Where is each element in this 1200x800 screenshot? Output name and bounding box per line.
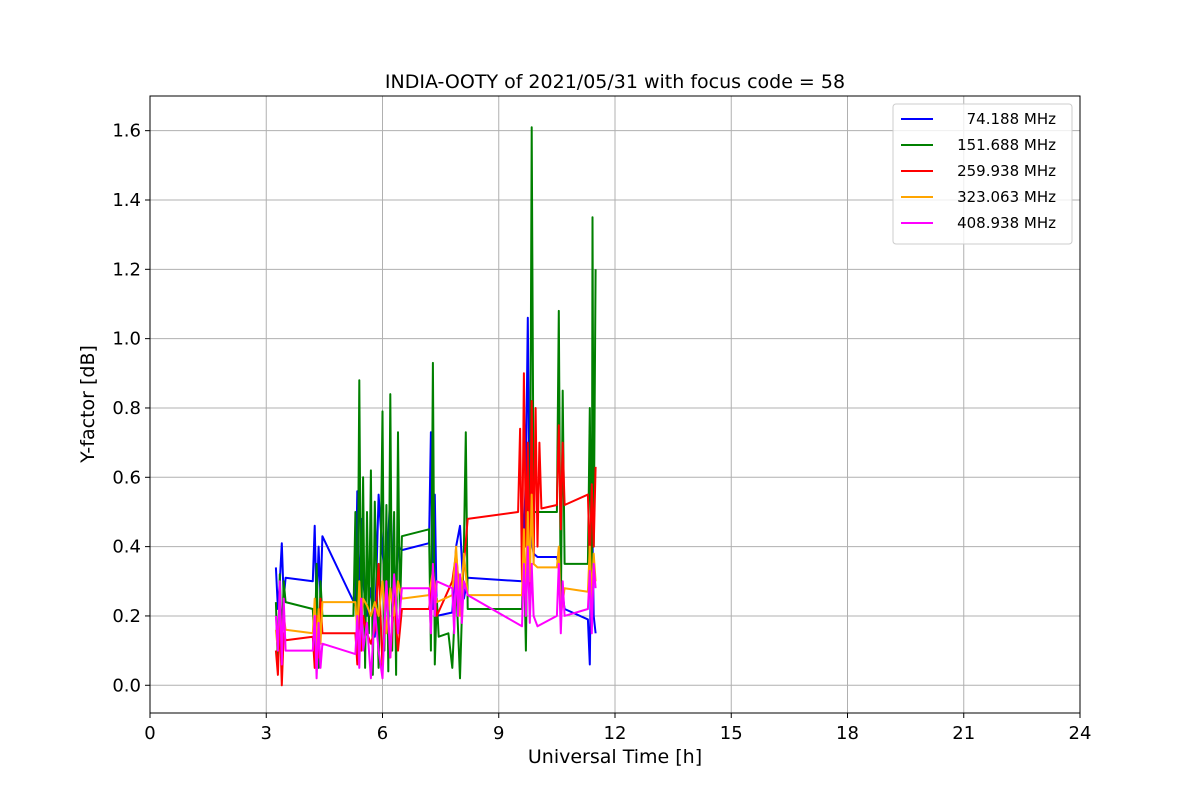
series-layer bbox=[274, 126, 597, 687]
x-tick-label: 9 bbox=[493, 723, 504, 744]
x-tick-label: 6 bbox=[377, 723, 388, 744]
x-axis-label: Universal Time [h] bbox=[528, 746, 702, 768]
legend-box bbox=[892, 103, 1073, 245]
legend-label: 323.063 MHz bbox=[957, 188, 1056, 206]
x-tick-label: 24 bbox=[1069, 723, 1092, 744]
x-tick-label: 15 bbox=[720, 723, 743, 744]
x-tick-label: 3 bbox=[261, 723, 272, 744]
x-tick-label: 21 bbox=[952, 723, 975, 744]
y-tick-label: 1.2 bbox=[112, 259, 141, 280]
legend-label: 151.688 MHz bbox=[957, 136, 1056, 154]
y-tick-label: 0.2 bbox=[112, 606, 141, 627]
y-tick-label: 1.6 bbox=[112, 121, 141, 142]
legend: 74.188 MHz 151.688 MHz 259.938 MHz 323.063 … bbox=[892, 103, 1073, 245]
x-tick-label: 18 bbox=[836, 723, 859, 744]
y-tick-label: 0.6 bbox=[112, 467, 141, 488]
y-tick-label: 1.0 bbox=[112, 329, 141, 350]
legend-label: 408.938 MHz bbox=[957, 214, 1056, 232]
y-axis: 0.0 0.2 0.4 0.6 0.8 1.0 1.2 1.4 1.6 bbox=[112, 121, 150, 696]
y-tick-label: 0.4 bbox=[112, 537, 141, 558]
x-tick-label: 0 bbox=[144, 723, 155, 744]
y-tick-label: 0.8 bbox=[112, 398, 141, 419]
x-tick-label: 12 bbox=[604, 723, 627, 744]
legend-label: 259.938 MHz bbox=[957, 162, 1056, 180]
legend-label: 74.188 MHz bbox=[967, 110, 1056, 128]
y-axis-label: Y-factor [dB] bbox=[77, 345, 99, 464]
chart-title: INDIA-OOTY of 2021/05/31 with focus code… bbox=[385, 71, 845, 93]
y-tick-label: 1.4 bbox=[112, 190, 141, 211]
x-axis: 0 3 6 9 12 15 18 21 24 bbox=[144, 713, 1091, 744]
series-line-5 bbox=[274, 545, 597, 680]
y-tick-label: 0.0 bbox=[112, 675, 141, 696]
